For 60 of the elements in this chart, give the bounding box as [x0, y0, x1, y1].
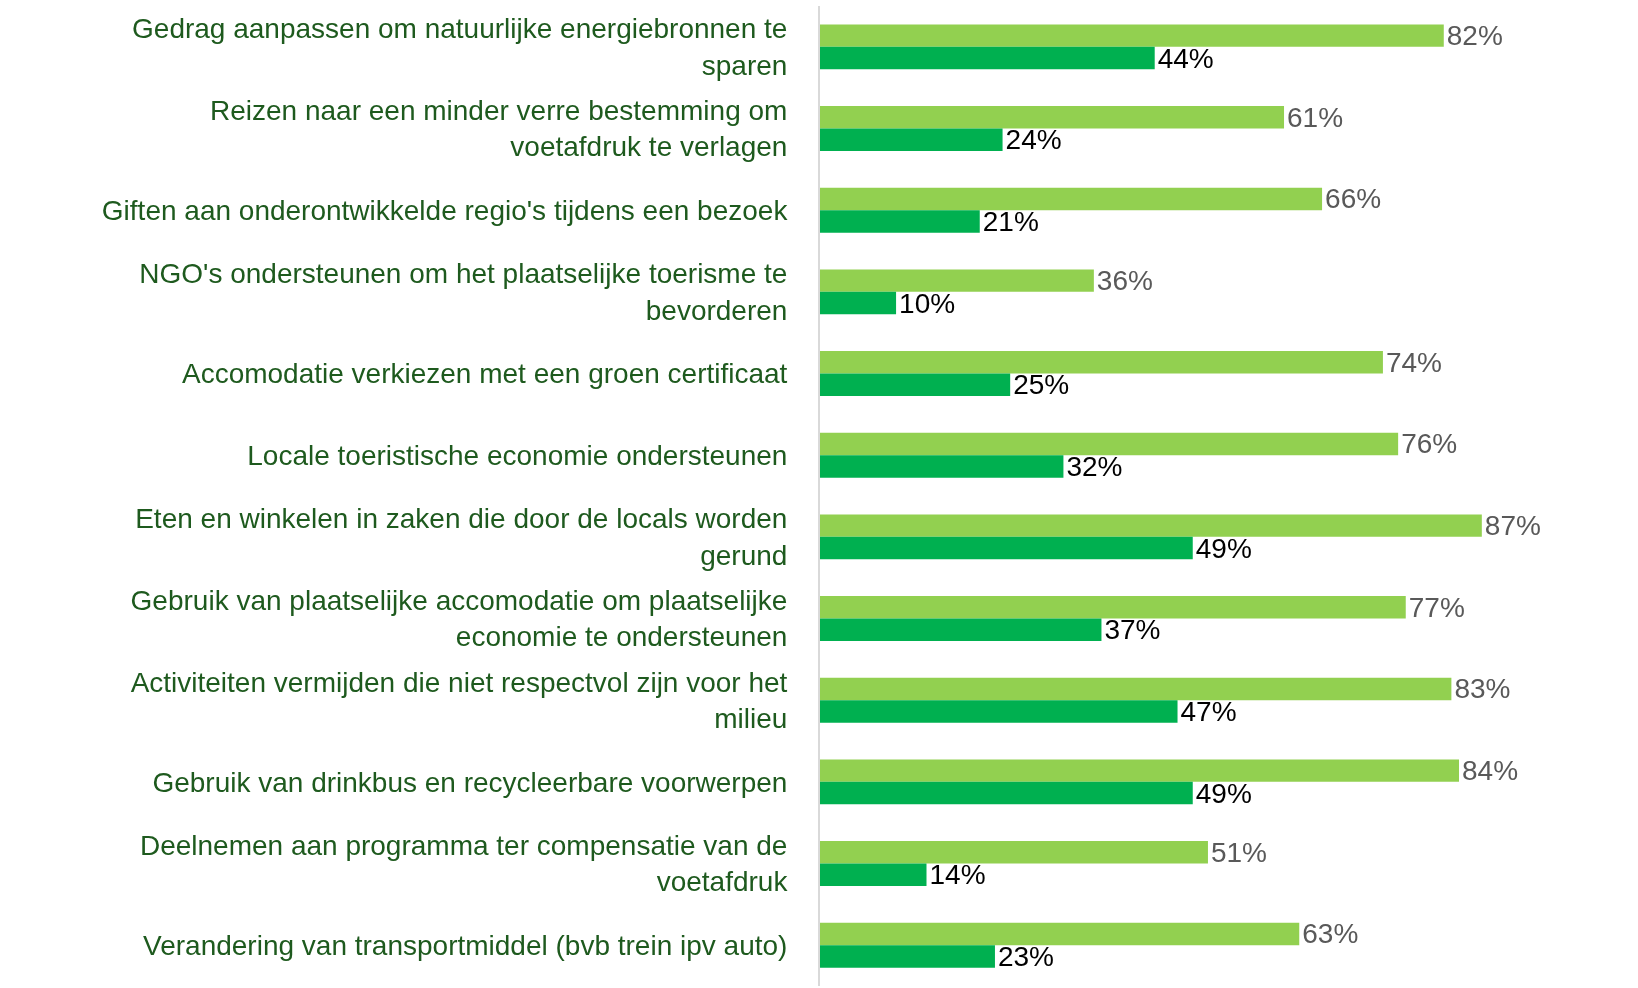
bar	[820, 269, 1094, 292]
y-tick-label: Verandering van transportmiddel (bvb trein ipv auto)	[143, 929, 788, 961]
data-label: 76%	[1401, 428, 1458, 460]
y-tick-label: Gebruik van drinkbus en recycleerbare voorwerpen	[152, 766, 788, 798]
bar	[820, 514, 1482, 537]
bar	[820, 863, 927, 886]
bar	[820, 700, 1178, 723]
data-label: 36%	[1096, 265, 1153, 297]
data-label: 23%	[997, 940, 1055, 972]
bar	[820, 128, 1003, 151]
y-tick-label: Eten en winkelen in zaken die door de locals worden gerund	[135, 503, 788, 571]
y-tick-label: Activiteiten vermijden die niet respectvol zijn voor het milieu	[130, 666, 788, 735]
bar	[820, 536, 1193, 560]
bar	[820, 759, 1459, 782]
data-label: 61%	[1287, 101, 1344, 133]
data-label: 37%	[1104, 614, 1161, 646]
bar	[820, 46, 1155, 70]
bar	[820, 210, 980, 233]
bar	[820, 187, 1323, 211]
bar	[820, 291, 897, 315]
data-label: 49%	[1195, 532, 1252, 564]
data-label: 83%	[1454, 673, 1511, 705]
y-tick-label: Accomodatie verkiezen met een groen certificaat	[181, 358, 788, 390]
bar	[820, 781, 1193, 805]
data-label: 84%	[1462, 755, 1519, 787]
bar	[820, 24, 1444, 47]
y-tick-label: Giften aan onderontwikkelde regio's tijdens een bezoek	[101, 194, 789, 226]
data-label: 10%	[899, 287, 956, 319]
data-label: 44%	[1157, 42, 1214, 74]
y-tick-label: Locale toeristische economie ondersteunen	[247, 439, 788, 471]
bar	[820, 922, 1300, 946]
bar	[820, 841, 1208, 864]
bar	[820, 677, 1452, 701]
data-label: 63%	[1302, 918, 1359, 950]
data-label: 21%	[982, 205, 1039, 237]
data-label: 77%	[1408, 591, 1465, 623]
data-label: 14%	[929, 859, 986, 891]
y-tick-label: Reizen naar een minder verre bestemming om voetafdruk te verlagen	[210, 95, 788, 163]
y-tick-label: Deelnemen aan programma ter compensatie van de voetafdruk	[139, 830, 789, 898]
bar	[820, 596, 1406, 619]
bar	[820, 106, 1285, 129]
y-tick-label: NGO's ondersteunen om het plaatselijke toerisme te bevorderen	[139, 258, 788, 326]
data-label: 74%	[1385, 346, 1442, 378]
data-label: 87%	[1484, 510, 1541, 542]
bar	[820, 945, 995, 968]
y-tick-label: Gebruik van plaatselijke accomodatie om plaatselijke economie te ondersteunen	[130, 585, 788, 653]
bar	[820, 618, 1102, 641]
bar	[820, 455, 1064, 478]
data-label: 32%	[1066, 450, 1123, 482]
data-label: 47%	[1180, 695, 1237, 727]
bar	[820, 351, 1383, 374]
data-label: 82%	[1446, 20, 1503, 52]
bar	[820, 373, 1011, 396]
data-label: 49%	[1195, 777, 1252, 809]
y-tick-label: Gedrag aanpassen om natuurlijke energiebronnen te sparen	[132, 13, 788, 81]
data-label: 24%	[1005, 124, 1062, 156]
data-label: 66%	[1325, 183, 1382, 215]
data-label: 51%	[1210, 836, 1268, 868]
bar	[820, 432, 1399, 456]
data-label: 25%	[1013, 369, 1070, 401]
